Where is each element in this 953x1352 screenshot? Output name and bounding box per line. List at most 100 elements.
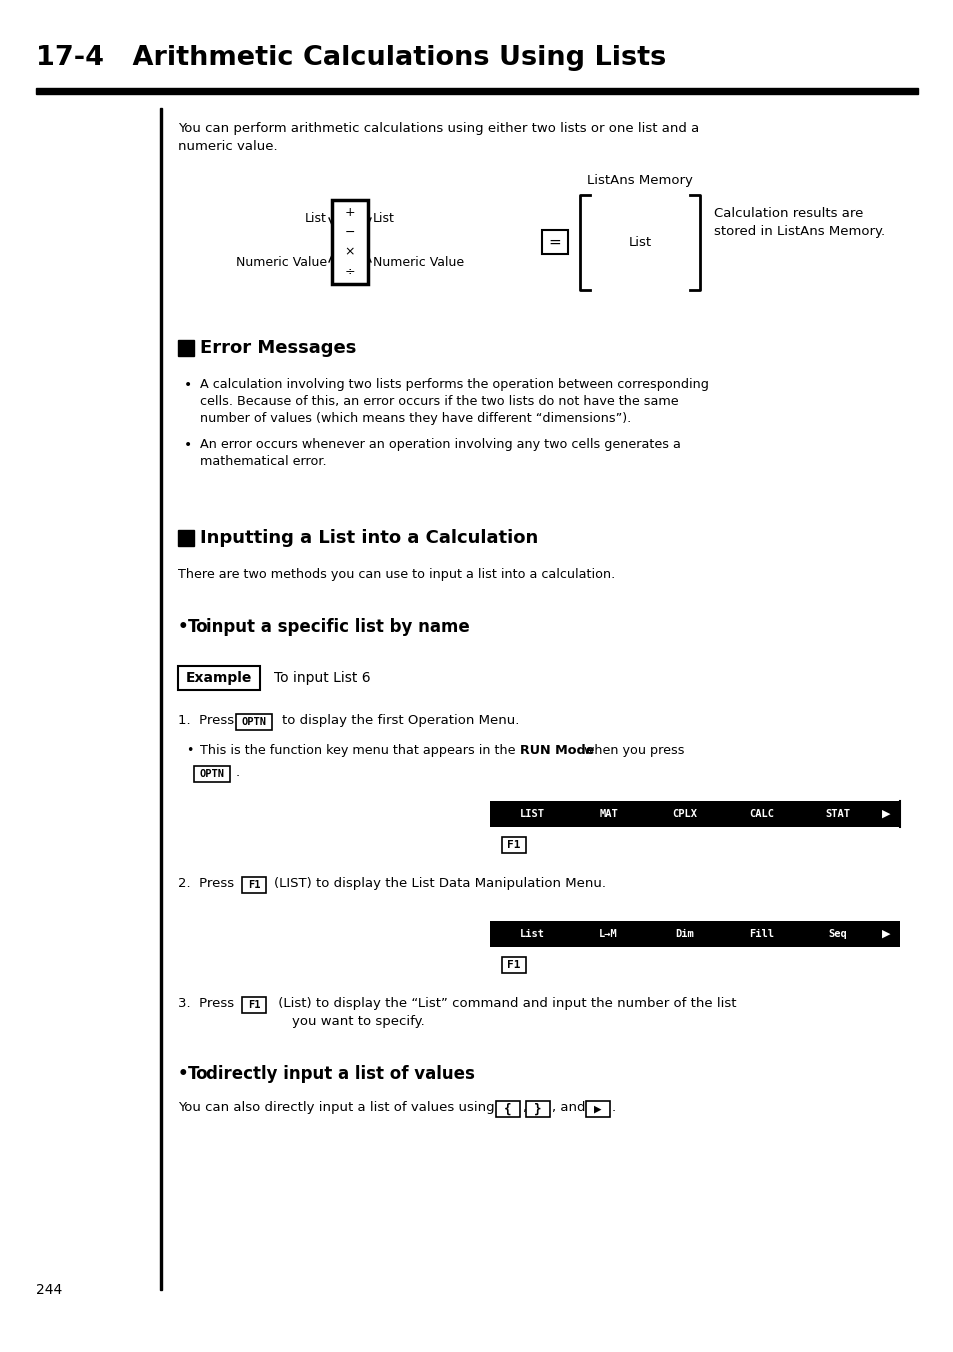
Text: You can also directly input a list of values using: You can also directly input a list of va… xyxy=(178,1101,498,1114)
Bar xyxy=(178,339,193,356)
Bar xyxy=(572,923,644,945)
Bar xyxy=(490,800,899,827)
Text: ▶: ▶ xyxy=(881,808,889,819)
Text: (LIST) to display the List Data Manipulation Menu.: (LIST) to display the List Data Manipula… xyxy=(274,877,605,890)
Bar xyxy=(648,923,720,945)
Bar xyxy=(242,996,266,1013)
Text: List: List xyxy=(628,237,651,249)
Text: .: . xyxy=(612,1101,616,1114)
Text: ▶: ▶ xyxy=(594,1102,601,1115)
Text: +: + xyxy=(344,206,355,219)
Bar xyxy=(801,923,873,945)
Text: This is the function key menu that appears in the: This is the function key menu that appea… xyxy=(200,744,519,757)
Text: mathematical error.: mathematical error. xyxy=(200,456,326,468)
Text: List: List xyxy=(519,929,544,940)
Text: CPLX: CPLX xyxy=(672,808,697,819)
Text: •: • xyxy=(184,438,192,452)
Text: Example: Example xyxy=(186,671,252,685)
Text: F1: F1 xyxy=(507,960,520,969)
Text: MAT: MAT xyxy=(598,808,618,819)
Bar xyxy=(332,200,368,284)
Text: LIST: LIST xyxy=(519,808,544,819)
Bar xyxy=(490,921,899,946)
Bar xyxy=(724,923,797,945)
Text: There are two methods you can use to input a list into a calculation.: There are two methods you can use to inp… xyxy=(178,568,615,581)
Text: 2.  Press: 2. Press xyxy=(178,877,233,890)
Bar xyxy=(501,837,525,853)
Text: (List) to display the “List” command and input the number of the list: (List) to display the “List” command and… xyxy=(274,996,736,1010)
Text: 1.  Press: 1. Press xyxy=(178,714,233,727)
Bar xyxy=(501,957,525,973)
Text: Numeric Value: Numeric Value xyxy=(235,256,327,269)
Text: you want to specify.: you want to specify. xyxy=(292,1015,424,1028)
Bar xyxy=(801,803,873,825)
Text: {: { xyxy=(504,1102,511,1115)
Bar xyxy=(496,923,568,945)
Text: ListAns Memory: ListAns Memory xyxy=(586,174,692,187)
Text: To: To xyxy=(188,1065,209,1083)
Text: directly input a list of values: directly input a list of values xyxy=(206,1065,475,1083)
Text: 17-4   Arithmetic Calculations Using Lists: 17-4 Arithmetic Calculations Using Lists xyxy=(36,45,665,72)
Bar xyxy=(178,530,193,546)
Text: , and: , and xyxy=(552,1101,585,1114)
Text: An error occurs whenever an operation involving any two cells generates a: An error occurs whenever an operation in… xyxy=(200,438,680,452)
Text: =: = xyxy=(548,234,560,250)
Text: To input List 6: To input List 6 xyxy=(274,671,370,685)
Text: A calculation involving two lists performs the operation between corresponding: A calculation involving two lists perfor… xyxy=(200,379,708,391)
Text: List: List xyxy=(373,211,395,224)
Bar xyxy=(525,1101,550,1117)
Text: STAT: STAT xyxy=(824,808,849,819)
Text: You can perform arithmetic calculations using either two lists or one list and a: You can perform arithmetic calculations … xyxy=(178,122,699,135)
Text: .: . xyxy=(235,767,240,779)
Text: Fill: Fill xyxy=(748,929,773,940)
Bar xyxy=(496,1101,519,1117)
Text: •: • xyxy=(178,1065,189,1083)
Text: F1: F1 xyxy=(507,840,520,850)
Text: To: To xyxy=(188,618,209,635)
Text: Error Messages: Error Messages xyxy=(200,339,356,357)
Text: 244: 244 xyxy=(36,1283,62,1297)
Text: ▶: ▶ xyxy=(881,929,889,940)
Text: numeric value.: numeric value. xyxy=(178,141,277,153)
Text: OPTN: OPTN xyxy=(199,769,224,779)
Bar xyxy=(242,877,266,894)
Bar xyxy=(496,803,568,825)
Text: input a specific list by name: input a specific list by name xyxy=(206,618,469,635)
Bar xyxy=(724,803,797,825)
Text: −: − xyxy=(344,226,355,238)
Text: to display the first Operation Menu.: to display the first Operation Menu. xyxy=(282,714,518,727)
Text: •: • xyxy=(178,618,189,635)
Bar xyxy=(178,667,260,690)
Text: }: } xyxy=(534,1102,541,1115)
Bar xyxy=(585,1101,609,1117)
Text: Seq: Seq xyxy=(827,929,846,940)
Text: ÷: ÷ xyxy=(344,265,355,279)
Text: •: • xyxy=(186,744,193,757)
Bar xyxy=(160,108,162,1290)
Text: stored in ListAns Memory.: stored in ListAns Memory. xyxy=(713,224,884,238)
Text: ×: × xyxy=(344,246,355,258)
Text: CALC: CALC xyxy=(748,808,773,819)
Text: Numeric Value: Numeric Value xyxy=(373,256,464,269)
Text: F1: F1 xyxy=(248,1000,260,1010)
Text: F1: F1 xyxy=(248,880,260,890)
Text: RUN Mode: RUN Mode xyxy=(519,744,594,757)
Bar xyxy=(572,803,644,825)
Text: Dim: Dim xyxy=(675,929,694,940)
Text: Inputting a List into a Calculation: Inputting a List into a Calculation xyxy=(200,529,537,548)
Text: List: List xyxy=(305,211,327,224)
Bar xyxy=(541,230,567,254)
Text: •: • xyxy=(184,379,192,392)
Text: 3.  Press: 3. Press xyxy=(178,996,233,1010)
Bar xyxy=(648,803,720,825)
Text: cells. Because of this, an error occurs if the two lists do not have the same: cells. Because of this, an error occurs … xyxy=(200,395,678,408)
Text: L→M: L→M xyxy=(598,929,618,940)
Text: ,: , xyxy=(521,1101,525,1114)
Bar xyxy=(235,714,272,730)
Text: when you press: when you press xyxy=(579,744,684,757)
Text: Calculation results are: Calculation results are xyxy=(713,207,862,220)
Text: number of values (which means they have different “dimensions”).: number of values (which means they have … xyxy=(200,412,631,425)
Bar xyxy=(36,88,917,95)
Bar xyxy=(193,767,230,781)
Text: OPTN: OPTN xyxy=(241,717,266,727)
